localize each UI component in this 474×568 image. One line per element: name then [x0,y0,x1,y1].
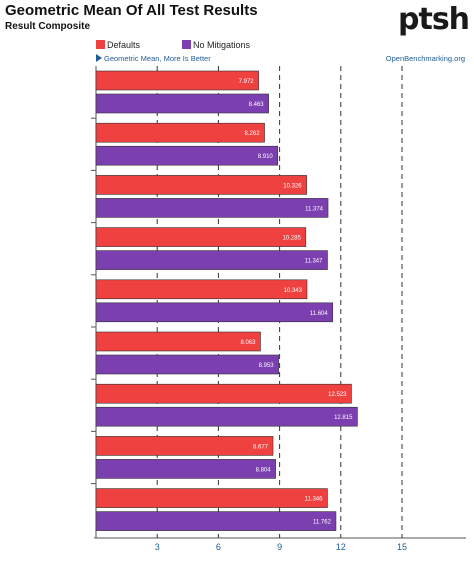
x-tick-label: 9 [277,542,282,552]
bar-value-label: 10.326 [283,183,302,189]
x-tick-label: 6 [216,542,221,552]
chart-subtitle: Result Composite [5,21,91,32]
bar-value-label: 8.804 [256,467,272,473]
x-tick-label: 12 [336,542,346,552]
source-label: OpenBenchmarking.org [386,54,465,63]
bar-value-label: 8.953 [259,363,275,369]
bar-no-mitigations [95,459,276,479]
bar-defaults [95,122,265,143]
bar-series: 7.972 8.262 10.326 10.285 10.343 8.063 12.523 8… [95,70,358,531]
bar-defaults [95,279,308,300]
bar-value-label: 8.063 [240,340,256,346]
bar-no-mitigations [95,354,279,375]
bar-defaults [95,488,328,508]
bar-no-mitigations [95,511,337,531]
sort-note: Geometric Mean, More Is Better [104,54,211,63]
grid-lines [156,66,403,538]
bar-value-label: 7.972 [239,79,255,85]
bar-no-mitigations [95,198,329,218]
bar-value-label: 11.374 [305,206,324,212]
bar-no-mitigations [95,93,269,114]
bar-value-label: 11.346 [305,497,324,503]
bar-defaults [95,383,352,404]
bar-value-label: 11.604 [310,311,329,317]
pts-logo: ptsh [398,2,468,36]
arrow-right-icon [96,54,102,62]
legend-swatch-no-mitigations [182,40,191,49]
svg-text:ptsh: ptsh [398,2,468,36]
bar-value-label: 10.343 [284,288,303,294]
bar-value-label: 12.523 [328,392,347,398]
bar-defaults [95,436,274,456]
bar-no-mitigations [95,406,358,427]
bar-value-label: 8.262 [245,131,261,137]
bar-value-label: 12.815 [334,415,353,421]
bar-value-label: 8.910 [258,154,274,160]
bar-value-label: 10.285 [282,236,301,242]
bar-value-label: 11.347 [305,259,324,265]
legend-label-defaults: Defaults [107,40,141,50]
bar-defaults [95,331,261,352]
chart-title: Geometric Mean Of All Test Results [5,2,258,19]
bar-defaults [95,70,259,91]
bar-no-mitigations [95,145,279,166]
bar-defaults [95,227,307,247]
legend-label-no-mitigations: No Mitigations [193,40,251,50]
x-axis-ticks: 3 6 9 12 15 [91,117,407,552]
x-tick-label: 15 [397,542,407,552]
bar-value-label: 11.762 [313,520,332,526]
bar-value-label: 8.463 [249,102,265,108]
bar-no-mitigations [95,302,334,323]
x-tick-label: 3 [155,542,160,552]
bar-no-mitigations [95,250,328,270]
legend-swatch-defaults [96,40,105,49]
bar-value-label: 8.677 [253,444,269,450]
bar-defaults [95,175,307,195]
